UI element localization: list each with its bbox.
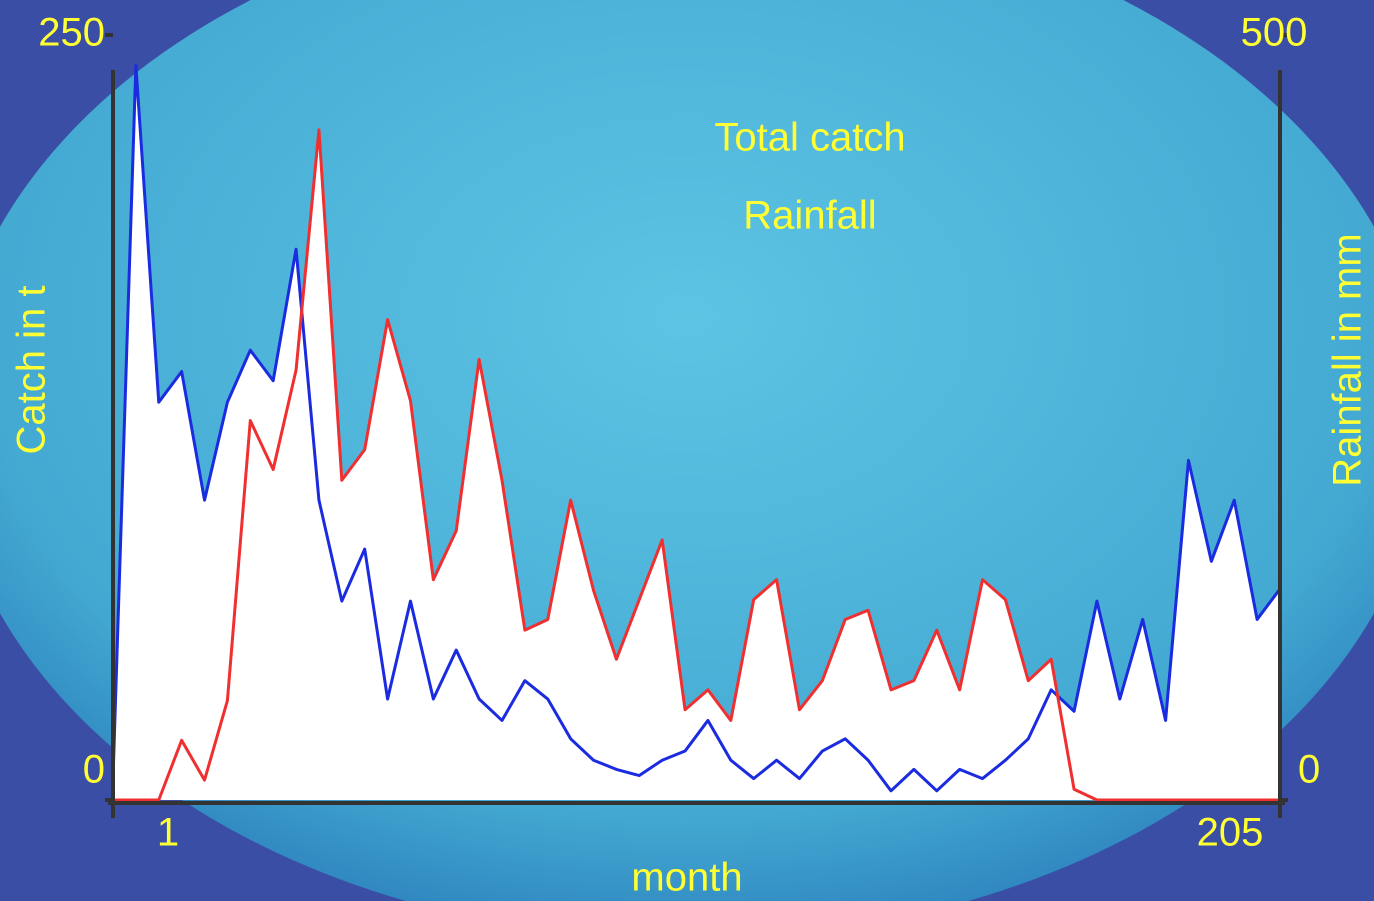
legend-label: Rainfall <box>743 194 876 238</box>
page: {"chart_data": { "type": "line", "x_labe… <box>0 0 1374 901</box>
x-tick-label: 205 <box>1197 811 1264 855</box>
y-tick-label: 0 <box>83 748 105 792</box>
x-axis-label: month <box>631 856 742 900</box>
x-tick-label: 1 <box>157 811 179 855</box>
y2-tick-label: 500 <box>1241 11 1308 55</box>
y-tick-label: 250 <box>38 11 105 55</box>
legend-label: Total catch <box>714 116 905 160</box>
chart: Total catch Rainfall 0 250 0 500 1 205 month Ca… <box>0 0 1374 901</box>
y2-tick-label: 0 <box>1298 748 1320 792</box>
y2-axis-label: Rainfall in mm <box>1326 233 1370 486</box>
y-axis-label: Catch in t <box>10 286 54 455</box>
